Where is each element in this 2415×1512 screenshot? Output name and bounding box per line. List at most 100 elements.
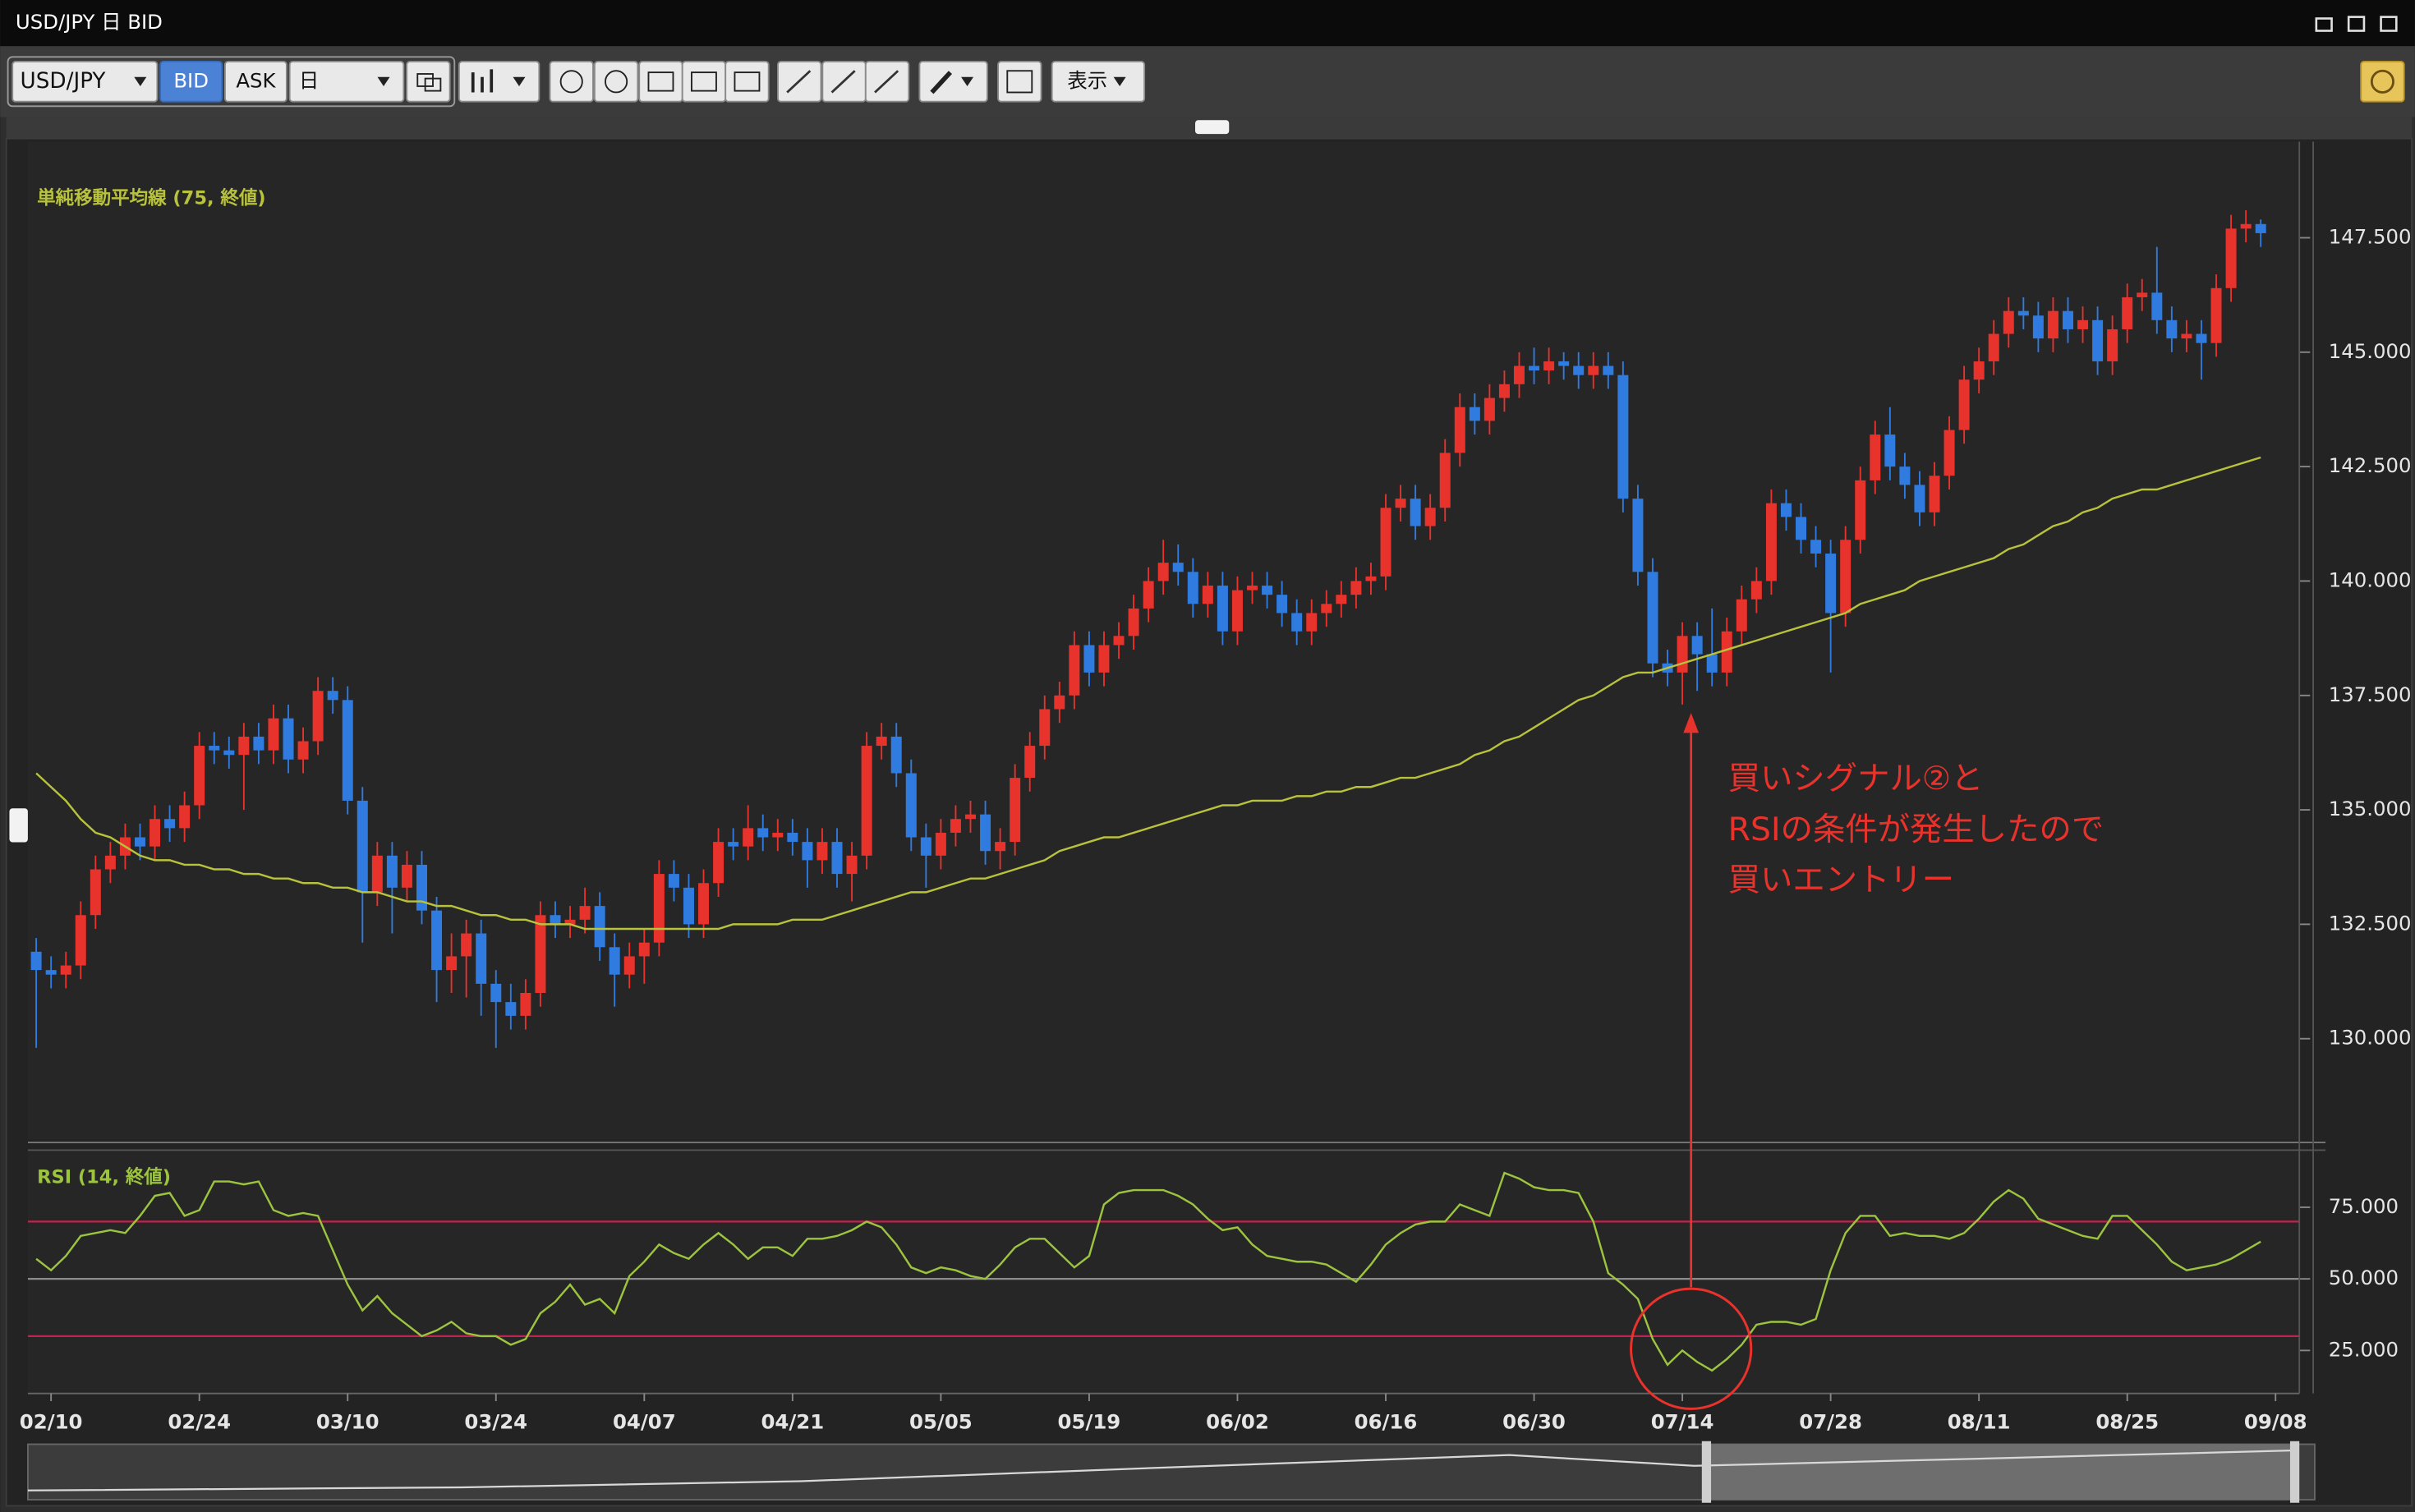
candle-body: [743, 828, 754, 847]
annotation-text: RSIの条件が発生したので: [1728, 811, 2104, 848]
candle-body: [1958, 379, 1970, 430]
display-text[interactable]: 表示: [1067, 68, 1107, 92]
x-tick-label: 02/24: [168, 1409, 231, 1433]
candle-body: [1632, 499, 1644, 572]
candle-body: [668, 874, 679, 888]
candle-body: [1321, 604, 1332, 614]
ask-button[interactable]: [223, 61, 288, 103]
candle-body: [1010, 778, 1021, 843]
candle-body: [1083, 645, 1095, 673]
symbol-group: [7, 56, 456, 108]
x-tick-label: 04/07: [613, 1409, 676, 1433]
series-line: [35, 1171, 2261, 1372]
candle-body: [2181, 333, 2192, 339]
candle-body: [1454, 407, 1465, 453]
candle-body: [238, 736, 250, 756]
candle-body: [2003, 310, 2014, 334]
candle-body: [520, 992, 531, 1016]
fit[interactable]: [638, 61, 683, 103]
candle-body: [1973, 361, 1985, 380]
candle-body: [1588, 365, 1599, 375]
pen-select[interactable]: [918, 61, 988, 103]
candle-body: [1691, 636, 1703, 655]
drawing-buttons[interactable]: [777, 61, 1042, 103]
candle-body: [2166, 319, 2178, 339]
layout-button[interactable]: [2360, 61, 2405, 103]
dropdown-arrow: [513, 76, 526, 86]
maximize[interactable]: [2347, 16, 2366, 32]
expand[interactable]: [681, 61, 727, 103]
icon: [930, 71, 952, 94]
candle-body: [297, 741, 309, 760]
bid-text[interactable]: BID: [173, 68, 209, 92]
symbol-select[interactable]: [12, 61, 159, 103]
candle-body: [45, 970, 57, 975]
rsi-panel: 25.000 50.000 75.000 RSI (14, 終値): [27, 1151, 2399, 1394]
chart-type-select[interactable]: [458, 61, 540, 103]
candle-body: [1736, 599, 1747, 632]
x-tick-label: 08/11: [1948, 1409, 2011, 1433]
navigator-line: [27, 1449, 2295, 1491]
link-button[interactable]: [406, 61, 451, 103]
title-bar: [0, 0, 2415, 47]
candle-body: [905, 773, 917, 838]
window-controls[interactable]: [2315, 16, 2398, 32]
candle-body: [327, 691, 338, 701]
scroll-handle[interactable]: [1195, 120, 1230, 135]
candle-body: [1380, 508, 1392, 577]
candle-body: [2225, 228, 2237, 288]
zoom-out[interactable]: [593, 61, 639, 103]
candle-body: [1870, 434, 1881, 480]
candle-body: [1647, 572, 1658, 664]
candle-body: [1796, 517, 1807, 540]
candle-body: [564, 919, 576, 925]
candle-body: [1039, 709, 1051, 747]
display-button[interactable]: [1051, 61, 1146, 103]
scroll-end[interactable]: [724, 61, 770, 103]
candle-body: [2122, 296, 2133, 329]
icon: [2370, 69, 2394, 94]
legend-label: RSI (14, 終値): [37, 1166, 171, 1188]
y-tick-label: 132.500: [2329, 911, 2412, 935]
zoom-buttons[interactable]: [549, 61, 770, 103]
candle-body: [1513, 365, 1525, 384]
period-text[interactable]: 日: [299, 68, 319, 92]
candle-body: [2151, 292, 2163, 320]
side-handle[interactable]: [9, 808, 28, 843]
x-tick-label: 04/21: [761, 1409, 824, 1433]
candle-body: [964, 814, 976, 820]
candle-body: [2137, 292, 2148, 297]
candle-body: [1157, 563, 1169, 581]
minimize[interactable]: [2315, 17, 2333, 32]
navigator-handle[interactable]: [1701, 1441, 1712, 1503]
candle-body: [2107, 329, 2118, 361]
candle-body: [1558, 361, 1570, 366]
period-select[interactable]: [288, 61, 405, 103]
candle-body: [223, 750, 235, 756]
candle-body: [920, 837, 932, 856]
candle-body: [876, 736, 887, 747]
close[interactable]: [2380, 16, 2398, 32]
dropdown-arrow: [1113, 76, 1126, 86]
candle-body: [1988, 333, 1999, 361]
candle-body: [1128, 608, 1139, 637]
candle-body: [1024, 746, 1036, 779]
candle-body: [1944, 430, 1955, 476]
zoom-in[interactable]: [549, 61, 594, 103]
navigator-handle[interactable]: [2289, 1441, 2300, 1503]
candle-body: [505, 1002, 517, 1016]
window-title: USD/JPY 日 BID: [16, 10, 163, 34]
indicator-button[interactable]: [997, 61, 1042, 103]
ask-text[interactable]: ASK: [236, 68, 276, 92]
candle-body: [728, 842, 739, 847]
candle-body: [2017, 310, 2029, 316]
candle-body: [104, 855, 116, 870]
candle-body: [2196, 333, 2207, 343]
x-tick-label: 08/25: [2095, 1409, 2159, 1433]
candle-body: [935, 832, 946, 856]
candle-body: [1840, 540, 1852, 614]
candle-body: [1365, 576, 1377, 581]
bid-button[interactable]: [159, 61, 223, 103]
symbol-text[interactable]: USD/JPY: [21, 69, 107, 94]
candle-body: [446, 956, 458, 971]
